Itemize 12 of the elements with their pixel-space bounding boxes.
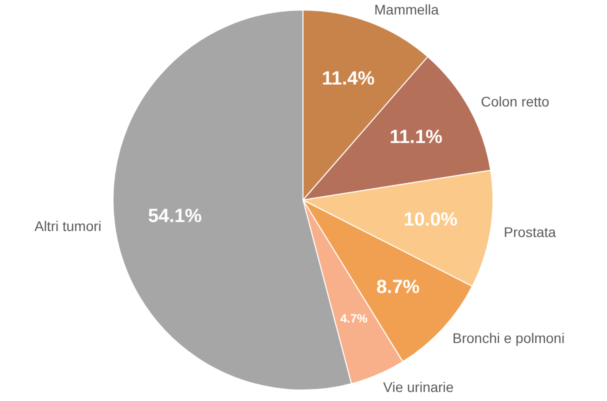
data-label: 54.1% <box>148 206 202 228</box>
slice-label: Mammella <box>374 2 440 18</box>
slice-label: Altri tumori <box>34 218 102 234</box>
data-label: 10.0% <box>404 210 458 231</box>
slice-label: Bronchi e polmoni <box>452 330 565 346</box>
data-label: 4.7% <box>340 312 368 326</box>
slice-label: Vie urinarie <box>383 378 454 395</box>
data-label: 11.1% <box>390 126 443 148</box>
slice-label: Prostata <box>504 224 556 240</box>
slice-label: Colon retto <box>480 94 550 110</box>
data-label: 11.4% <box>322 68 375 90</box>
data-label: 8.7% <box>376 277 420 298</box>
